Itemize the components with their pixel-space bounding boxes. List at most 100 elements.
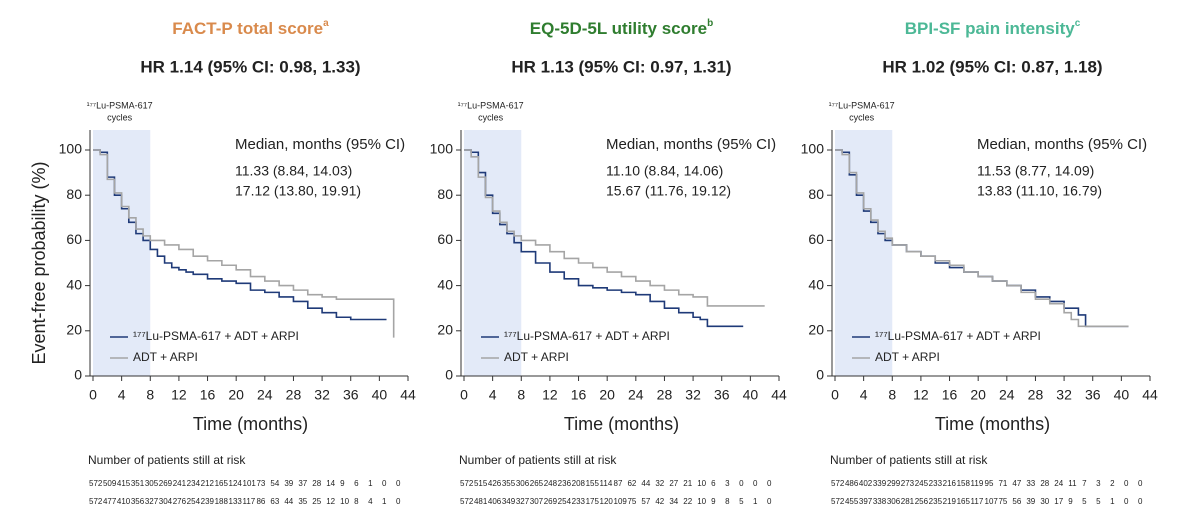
x-tick-label: 20 <box>970 387 986 403</box>
title-note: b <box>707 18 713 29</box>
y-tick-label: 80 <box>66 186 82 202</box>
at-risk-count: 356 <box>131 497 145 506</box>
x-tick-label: 32 <box>314 387 330 403</box>
at-risk-count: 175 <box>586 497 600 506</box>
at-risk-count: 245 <box>915 479 929 488</box>
legend-label: ¹⁷⁷Lu-PSMA-617 + ADT + ARPI <box>133 329 299 343</box>
at-risk-count: 54 <box>270 479 279 488</box>
at-risk-count: 235 <box>929 497 943 506</box>
y-tick-label: 40 <box>808 276 824 292</box>
at-risk-count: 24 <box>1054 479 1063 488</box>
at-risk-count: 155 <box>586 479 600 488</box>
at-risk-count: 219 <box>943 497 957 506</box>
at-risk-count: 265 <box>530 479 544 488</box>
median-value: 17.12 (13.80, 19.91) <box>235 183 361 199</box>
x-axis-label: Time (months) <box>564 414 679 434</box>
x-tick-label: 20 <box>228 387 244 403</box>
title-note: c <box>1075 18 1081 29</box>
at-risk-count: 0 <box>396 497 401 506</box>
y-tick-label: 60 <box>66 231 82 247</box>
median-header: Median, months (95% CI) <box>977 136 1147 153</box>
at-risk-count: 572 <box>460 497 474 506</box>
at-risk-count: 9 <box>1068 497 1073 506</box>
at-risk-count: 306 <box>887 497 901 506</box>
at-risk-count: 236 <box>558 479 572 488</box>
legend-label: ADT + ARPI <box>504 350 569 364</box>
km-curve <box>93 149 395 338</box>
at-risk-count: 9 <box>711 497 716 506</box>
at-risk-count: 486 <box>845 479 859 488</box>
x-tick-label: 44 <box>771 387 787 403</box>
at-risk-count: 327 <box>145 497 159 506</box>
at-risk-count: 44 <box>641 479 650 488</box>
at-risk-count: 8 <box>354 497 359 506</box>
x-tick-label: 8 <box>517 387 525 403</box>
at-risk-count: 410 <box>117 497 131 506</box>
hazard-ratio: HR 1.13 (95% CI: 0.97, 1.31) <box>511 57 731 76</box>
panel-title: BPI-SF pain intensityc <box>905 18 1081 39</box>
at-risk-count: 351 <box>131 479 145 488</box>
cycles-label: ¹⁷⁷Lu-PSMA-617 <box>87 100 153 110</box>
x-tick-label: 12 <box>913 387 929 403</box>
median-header: Median, months (95% CI) <box>606 136 776 153</box>
at-risk-count: 47 <box>1012 479 1021 488</box>
at-risk-count: 234 <box>187 479 201 488</box>
x-tick-label: 28 <box>286 387 302 403</box>
y-tick-label: 100 <box>801 141 825 157</box>
at-risk-count: 188 <box>215 497 229 506</box>
x-tick-label: 12 <box>542 387 558 403</box>
x-tick-label: 24 <box>999 387 1015 403</box>
at-risk-count: 9 <box>340 479 345 488</box>
at-risk-count: 0 <box>1138 497 1143 506</box>
y-tick-label: 0 <box>74 367 82 383</box>
x-tick-label: 36 <box>1085 387 1101 403</box>
at-risk-count: 95 <box>985 479 994 488</box>
at-risk-count: 305 <box>145 479 159 488</box>
x-tick-label: 4 <box>489 387 497 403</box>
hazard-ratio: HR 1.14 (95% CI: 0.98, 1.33) <box>140 57 360 76</box>
at-risk-count: 0 <box>1124 497 1129 506</box>
at-risk-count: 5 <box>1096 497 1101 506</box>
at-risk-count: 276 <box>173 497 187 506</box>
x-tick-label: 28 <box>657 387 673 403</box>
risk-title: Number of patients still at risk <box>459 453 617 467</box>
at-risk-count: 21 <box>683 479 692 488</box>
at-risk-count: 5 <box>739 497 744 506</box>
at-risk-count: 11 <box>1068 479 1077 488</box>
at-risk-count: 572 <box>831 497 845 506</box>
at-risk-count: 509 <box>103 479 117 488</box>
cycles-label: cycles <box>849 112 875 122</box>
at-risk-count: 62 <box>627 479 636 488</box>
at-risk-count: 1 <box>1110 497 1115 506</box>
at-risk-count: 3 <box>725 479 730 488</box>
median-value: 11.10 (8.84, 14.06) <box>606 163 723 179</box>
at-risk-count: 42 <box>655 497 664 506</box>
at-risk-count: 269 <box>544 497 558 506</box>
x-tick-label: 8 <box>146 387 154 403</box>
at-risk-count: 0 <box>739 479 744 488</box>
at-risk-count: 273 <box>901 479 915 488</box>
median-value: 15.67 (11.76, 19.12) <box>606 183 731 199</box>
at-risk-count: 133 <box>229 497 243 506</box>
at-risk-count: 39 <box>1026 497 1035 506</box>
at-risk-count: 71 <box>998 479 1007 488</box>
at-risk-count: 256 <box>915 497 929 506</box>
at-risk-count: 165 <box>957 497 971 506</box>
at-risk-count: 27 <box>669 479 678 488</box>
at-risk-count: 415 <box>117 479 131 488</box>
at-risk-count: 239 <box>201 497 215 506</box>
cycles-shade <box>835 130 893 376</box>
at-risk-count: 397 <box>859 497 873 506</box>
at-risk-count: 216 <box>943 479 957 488</box>
cycles-shade <box>93 130 151 376</box>
cycles-label: cycles <box>107 112 133 122</box>
at-risk-count: 10 <box>697 497 706 506</box>
panel-title: EQ-5D-5L utility scoreb <box>530 18 713 39</box>
at-risk-count: 17 <box>1054 497 1063 506</box>
y-tick-label: 80 <box>808 186 824 202</box>
y-tick-label: 100 <box>430 141 454 157</box>
at-risk-count: 515 <box>474 479 488 488</box>
cycles-shade <box>464 130 522 376</box>
km-curve <box>835 149 1129 328</box>
